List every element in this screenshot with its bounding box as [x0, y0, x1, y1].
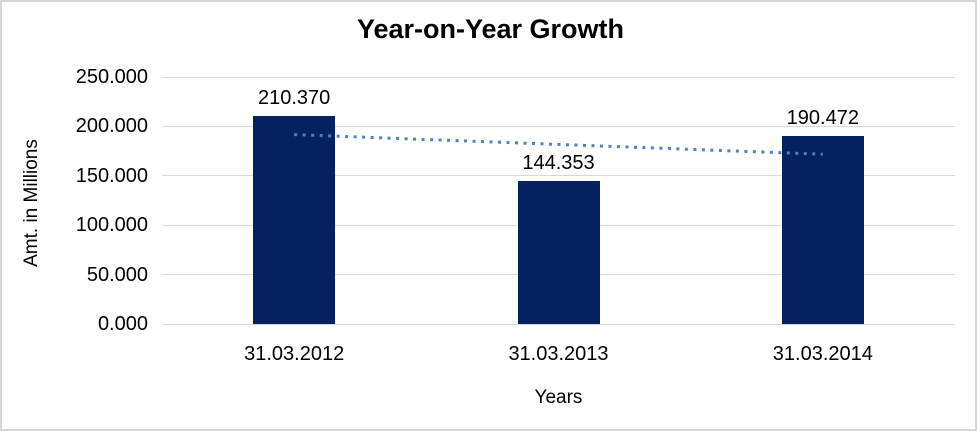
gridline [162, 125, 955, 127]
x-tick-label: 31.03.2012 [244, 343, 345, 365]
x-axis-title: Years [534, 387, 583, 408]
bar-31.03.2014 [781, 135, 864, 324]
value-label: 190.472 [786, 106, 859, 129]
y-tick-label: 50.000 [86, 263, 148, 286]
x-tick-label: 31.03.2014 [772, 343, 873, 365]
x-tick-label: 31.03.2013 [508, 343, 609, 365]
y-tick-label: 250.000 [75, 66, 148, 88]
gridline [162, 175, 955, 177]
bar-31.03.2013 [517, 181, 600, 324]
y-axis-tick-labels: 0.000 50.000 100.000 150.000 200.000 250.000 [2, 66, 152, 335]
gridline [162, 323, 955, 325]
y-tick-label: 200.000 [75, 115, 148, 138]
chart-title: Year-on-Year Growth [356, 14, 625, 44]
gridline [162, 76, 955, 78]
plot-area: 210.370 144.353 190.472 [162, 76, 955, 325]
value-label: 144.353 [522, 152, 595, 175]
x-axis-labels: 31.03.2012 31.03.2013 31.03.2014 [162, 341, 955, 367]
y-tick-label: 0.000 [97, 313, 148, 335]
bar-31.03.2012 [253, 116, 336, 324]
value-label: 210.370 [258, 87, 331, 110]
y-tick-label: 100.000 [75, 214, 148, 237]
y-tick-label: 150.000 [75, 164, 148, 187]
trendline-dotted [294, 133, 823, 156]
